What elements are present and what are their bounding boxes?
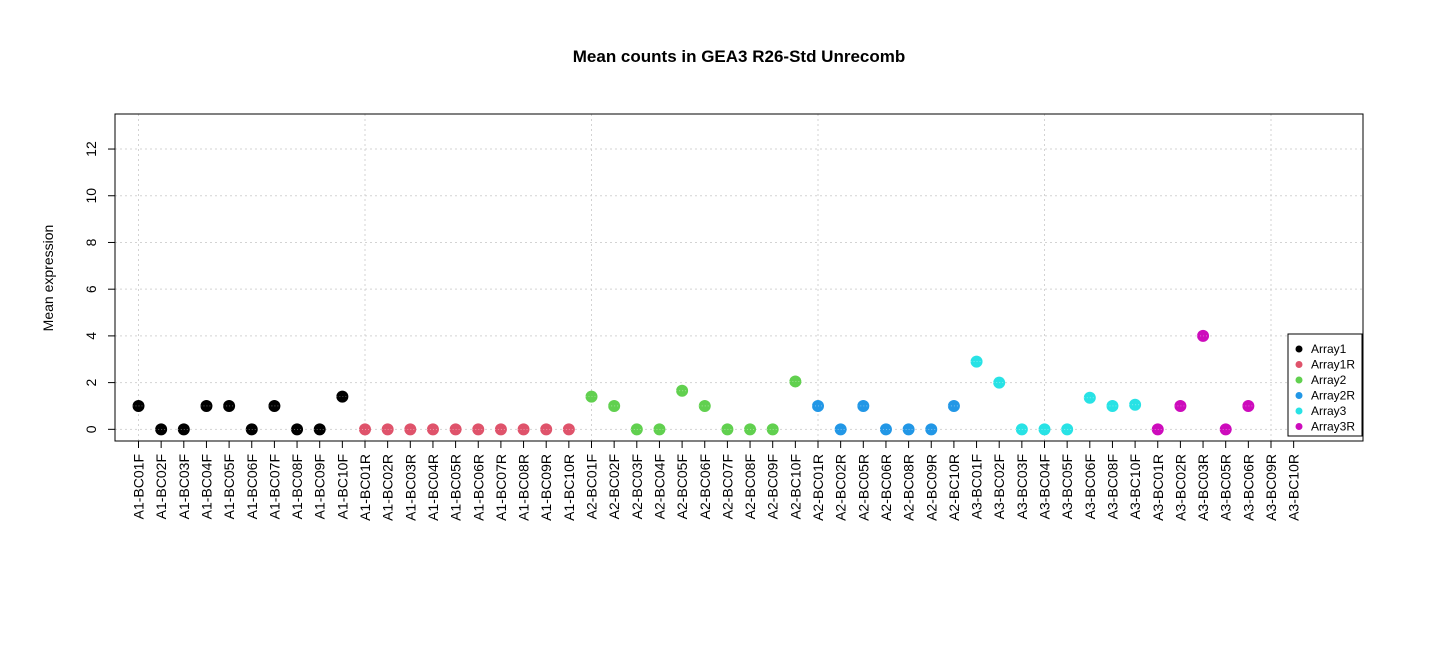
y-tick-label: 12 [83, 141, 99, 157]
x-tick-label: A1-BC01R [357, 454, 373, 521]
x-tick-label: A1-BC08R [516, 454, 532, 521]
x-tick-label: A2-BC04F [651, 454, 667, 519]
x-tick-label: A2-BC07F [719, 454, 735, 519]
x-tick-label: A3-BC10F [1127, 454, 1143, 519]
x-tick-label: A2-BC02R [833, 454, 849, 521]
x-tick-label: A3-BC02R [1172, 454, 1188, 521]
legend-marker [1295, 361, 1303, 368]
data-points [132, 329, 1255, 436]
x-tick-label: A1-BC02R [380, 454, 396, 521]
x-tick-label: A1-BC03R [402, 454, 418, 521]
legend-label: Array3R [1311, 420, 1355, 434]
x-tick-label: A1-BC05F [221, 454, 237, 519]
y-tick-label: 6 [83, 285, 99, 293]
x-tick-label: A1-BC09F [312, 454, 328, 519]
x-tick-label: A3-BC08F [1104, 454, 1120, 519]
x-tick-label: A2-BC06R [878, 454, 894, 521]
x-tick-label: A3-BC03F [1014, 454, 1030, 519]
legend-label: Array2R [1311, 389, 1355, 403]
grid [115, 114, 1363, 441]
x-tick-label: A2-BC08F [742, 454, 758, 519]
legend-marker [1295, 407, 1303, 415]
legend-label: Array1R [1311, 358, 1355, 372]
x-tick-label: A3-BC06F [1082, 454, 1098, 519]
x-tick-label: A3-BC06R [1240, 454, 1256, 521]
x-tick-label: A3-BC01R [1150, 454, 1166, 521]
x-tick-label: A2-BC06F [697, 454, 713, 519]
legend-label: Array3 [1311, 404, 1347, 418]
x-tick-label: A1-BC10F [334, 454, 350, 519]
x-tick-label: A3-BC02F [991, 454, 1007, 519]
x-tick-label: A1-BC04F [198, 454, 214, 519]
y-tick-label: 4 [83, 332, 99, 340]
x-tick-label: A2-BC03F [629, 454, 645, 519]
x-tick-label: A1-BC02F [153, 454, 169, 519]
x-tick-label: A2-BC09R [923, 454, 939, 521]
x-tick-label: A2-BC09F [765, 454, 781, 519]
y-tick-label: 0 [83, 425, 99, 433]
x-tick-label: A1-BC06F [244, 454, 260, 519]
x-axis: A1-BC01F A1-BC02F A1-BC03F A1-BC04F A1-BC05F… [131, 440, 1302, 521]
x-tick-label: A1-BC07F [266, 454, 282, 519]
x-tick-label: A3-BC05F [1059, 454, 1075, 519]
plot-frame [114, 113, 1364, 442]
x-tick-label: A1-BC10R [561, 454, 577, 521]
x-tick-label: A2-BC08R [901, 454, 917, 521]
x-tick-label: A2-BC10F [787, 454, 803, 519]
legend-marker [1295, 376, 1303, 384]
x-tick-label: A1-BC05R [448, 454, 464, 521]
x-tick-label: A1-BC08F [289, 454, 305, 519]
legend-marker [1295, 345, 1303, 353]
x-tick-label: A3-BC05R [1218, 454, 1234, 521]
x-tick-label: A2-BC01R [810, 454, 826, 521]
x-tick-label: A2-BC05R [855, 454, 871, 521]
legend-label: Array2 [1311, 373, 1347, 387]
x-tick-label: A1-BC04R [425, 454, 441, 521]
x-tick-label: A1-BC09R [538, 454, 554, 521]
x-tick-label: A2-BC01F [584, 454, 600, 519]
chart-title: Mean counts in GEA3 R26-Std Unrecomb [572, 47, 906, 66]
x-tick-label: A3-BC04F [1037, 454, 1053, 519]
y-tick-label: 2 [83, 379, 99, 387]
x-tick-label: A1-BC03F [176, 454, 192, 519]
x-tick-label: A2-BC02F [606, 454, 622, 519]
x-tick-label: A3-BC03R [1195, 454, 1211, 521]
y-axis: 0 2 4 6 8 10 12 [83, 141, 116, 433]
x-tick-label: A2-BC05F [674, 454, 690, 519]
x-tick-label: A3-BC01F [969, 454, 985, 519]
y-tick-label: 8 [83, 238, 99, 246]
x-tick-label: A3-BC10R [1286, 454, 1302, 521]
legend-marker [1295, 423, 1303, 430]
legend-marker [1295, 392, 1303, 399]
y-axis-label: Mean expression [40, 225, 56, 332]
x-tick-label: A1-BC06R [470, 454, 486, 521]
x-tick-label: A1-BC07R [493, 454, 509, 521]
x-tick-label: A3-BC09R [1263, 454, 1279, 521]
y-tick-label: 10 [83, 188, 99, 204]
legend-label: Array1 [1311, 342, 1347, 356]
x-tick-label: A1-BC01F [131, 454, 147, 519]
x-tick-label: A2-BC10R [946, 454, 962, 521]
